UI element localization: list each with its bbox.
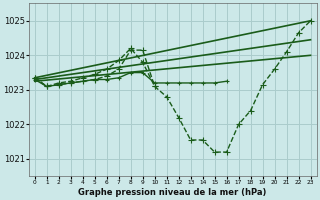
X-axis label: Graphe pression niveau de la mer (hPa): Graphe pression niveau de la mer (hPa) — [78, 188, 267, 197]
